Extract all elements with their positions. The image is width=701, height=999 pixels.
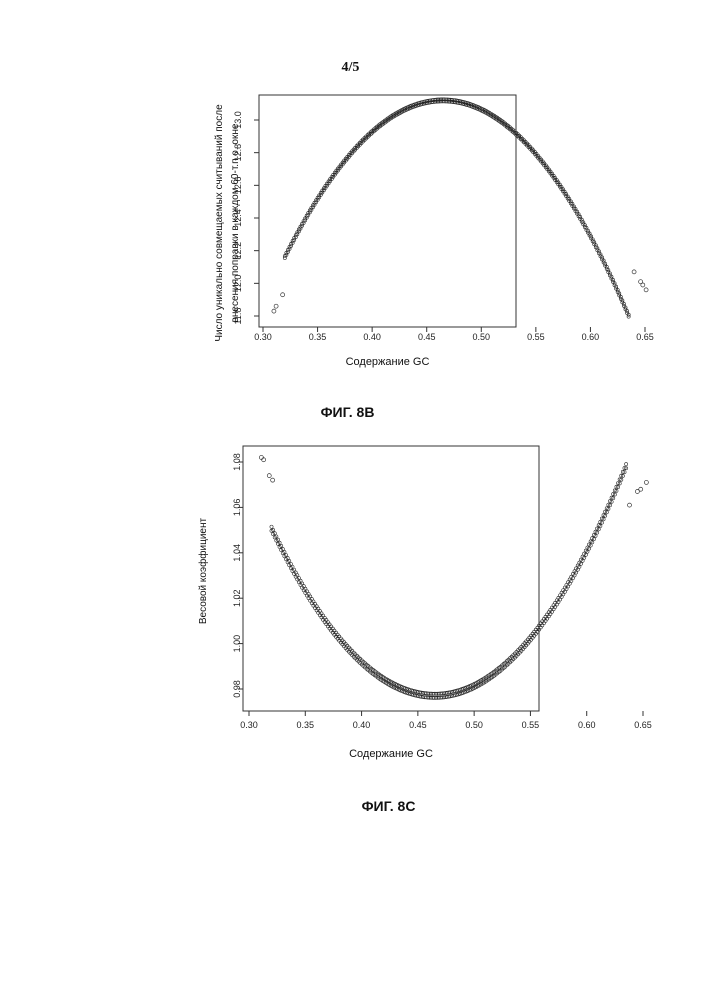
x-tick-label: 0.65 (634, 720, 652, 730)
outlier-point (639, 487, 643, 491)
outlier-point (271, 478, 275, 482)
figure-caption-8b: ФИГ. 8В (0, 404, 698, 420)
outlier-point (262, 458, 266, 462)
outlier-point (644, 480, 648, 484)
plot-frame (243, 446, 539, 711)
y-tick-label: 1.06 (232, 499, 242, 517)
x-tick-label: 0.60 (578, 720, 596, 730)
y-tick-label: 0.98 (232, 680, 242, 698)
x-tick-label: 0.55 (522, 720, 540, 730)
outlier-point (267, 474, 271, 478)
figure-caption-8c: ФИГ. 8С (38, 798, 701, 814)
x-tick-label: 0.35 (297, 720, 315, 730)
y-tick-label: 1.00 (232, 635, 242, 653)
outlier-point (259, 455, 263, 459)
y-axis-label: Весовой коэффициент (197, 517, 209, 624)
y-tick-label: 1.08 (232, 453, 242, 471)
x-tick-label: 0.40 (353, 720, 371, 730)
x-tick-label: 0.50 (465, 720, 483, 730)
x-axis-label: Содержание GC (349, 748, 433, 760)
data-point (270, 525, 273, 528)
x-tick-label: 0.45 (409, 720, 427, 730)
data-point (625, 463, 628, 466)
x-tick-label: 0.30 (240, 720, 258, 730)
y-tick-label: 1.04 (232, 544, 242, 562)
y-tick-label: 1.02 (232, 589, 242, 607)
outlier-point (627, 503, 631, 507)
